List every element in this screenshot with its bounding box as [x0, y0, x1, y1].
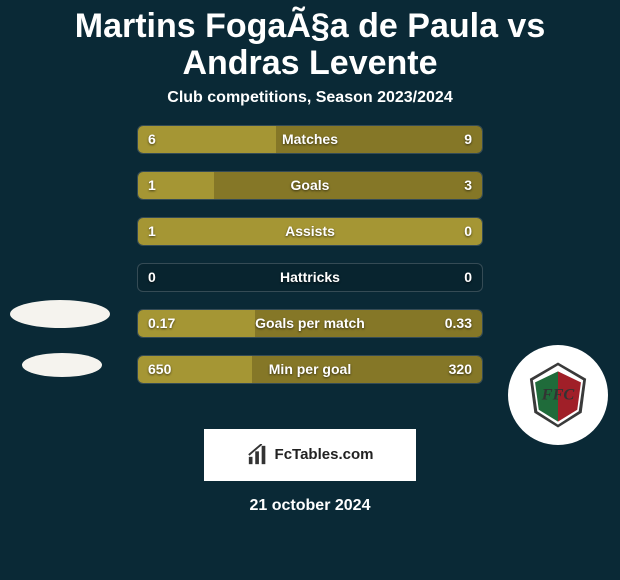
player-left-avatar-placeholder-2: [22, 353, 102, 377]
badge-text: FFC: [541, 384, 575, 403]
stat-label: Goals per match: [138, 315, 482, 331]
stat-bars: 69Matches 13Goals 10Assists 00Hattricks 0.17…: [137, 125, 483, 384]
stat-label: Min per goal: [138, 361, 482, 377]
stat-label: Matches: [138, 131, 482, 147]
stat-bar: 650320Min per goal: [137, 355, 483, 384]
stat-bar: 00Hattricks: [137, 263, 483, 292]
stat-bar: 69Matches: [137, 125, 483, 154]
date-text: 21 october 2024: [0, 497, 620, 515]
page-title: Martins FogaÃ§a de Paula vs Andras Leven…: [0, 0, 620, 89]
player-right-club-badge: FFC: [508, 345, 608, 445]
chart-icon: [247, 444, 269, 466]
logo-text: FcTables.com: [275, 446, 374, 463]
stat-bar: 10Assists: [137, 217, 483, 246]
stat-bar: 0.170.33Goals per match: [137, 309, 483, 338]
stat-label: Hattricks: [138, 269, 482, 285]
subtitle: Club competitions, Season 2023/2024: [0, 89, 620, 125]
fluminense-shield-icon: FFC: [521, 358, 595, 432]
stat-label: Assists: [138, 223, 482, 239]
player-left-avatar-placeholder-1: [10, 300, 110, 328]
stat-bar: 13Goals: [137, 171, 483, 200]
comparison-area: FFC 69Matches 13Goals 10Assists 00Hattricks…: [0, 125, 620, 405]
fctables-logo: FcTables.com: [204, 429, 416, 481]
stat-label: Goals: [138, 177, 482, 193]
